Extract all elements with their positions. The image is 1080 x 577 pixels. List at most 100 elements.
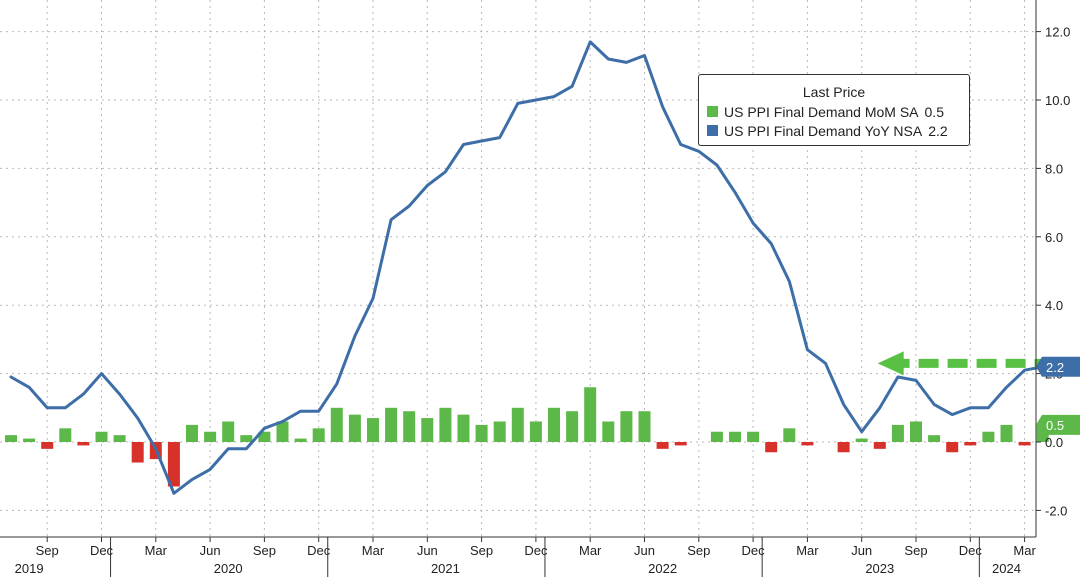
- bar-mom: [348, 414, 361, 442]
- bar-mom: [873, 442, 886, 449]
- x-year-label: 2022: [648, 561, 677, 576]
- x-tick-label: Sep: [904, 543, 927, 558]
- y-tick-label: 8.0: [1045, 161, 1063, 176]
- value-tag: [1036, 414, 1080, 435]
- bar-mom: [548, 407, 560, 442]
- bar-mom: [656, 442, 669, 449]
- bar-mom: [783, 428, 796, 442]
- y-tick-label: 6.0: [1045, 230, 1063, 245]
- chart-legend: Last Price US PPI Final Demand MoM SA 0.…: [698, 74, 970, 146]
- bar-mom: [674, 442, 687, 446]
- bar-mom: [747, 431, 760, 442]
- bar-mom: [403, 411, 416, 442]
- bar-mom: [131, 442, 144, 463]
- bar-mom: [729, 431, 741, 442]
- value-tag: [1036, 356, 1080, 377]
- x-tick-label: Dec: [959, 543, 983, 558]
- bar-mom: [204, 431, 217, 442]
- x-tick-label: Dec: [742, 543, 766, 558]
- bar-mom: [59, 428, 72, 442]
- legend-title: Last Price: [802, 84, 866, 100]
- bar-mom: [5, 435, 17, 442]
- legend-label-mom: US PPI Final Demand MoM SA: [724, 103, 919, 120]
- x-tick-label: Jun: [634, 543, 655, 558]
- x-year-label: 2021: [431, 561, 460, 576]
- x-tick-label: Jun: [417, 543, 438, 558]
- bar-mom: [41, 442, 54, 449]
- bar-mom: [964, 442, 977, 446]
- x-year-label: 2023: [865, 561, 894, 576]
- bar-mom: [385, 407, 398, 442]
- series-line-yoy: [9, 40, 1045, 495]
- bar-mom: [891, 424, 904, 442]
- bar-mom: [710, 431, 723, 442]
- x-year-label: 2020: [214, 561, 243, 576]
- y-tick-label: 4.0: [1045, 298, 1063, 313]
- x-tick-label: Sep: [687, 543, 710, 558]
- bar-mom: [23, 438, 36, 442]
- bar-mom: [367, 418, 379, 442]
- legend-swatch-mom: [707, 106, 718, 117]
- x-tick-label: Sep: [253, 543, 276, 558]
- bar-mom: [910, 421, 922, 442]
- bar-mom: [1000, 424, 1013, 442]
- bar-mom: [928, 435, 941, 442]
- bar-mom: [258, 431, 271, 442]
- bar-mom: [638, 411, 651, 442]
- x-tick-label: Mar: [1013, 543, 1036, 558]
- bar-mom: [421, 418, 434, 442]
- bar-mom: [511, 407, 524, 442]
- bar-mom: [475, 424, 488, 442]
- bar-mom: [113, 435, 126, 442]
- bar-mom: [312, 428, 325, 442]
- legend-swatch-yoy: [707, 125, 718, 136]
- y-tick-label: 12.0: [1045, 25, 1070, 40]
- bar-mom: [222, 421, 235, 442]
- y-tick-label: -2.0: [1045, 503, 1067, 518]
- x-tick-label: Mar: [145, 543, 168, 558]
- x-tick-label: Jun: [851, 543, 872, 558]
- bar-mom: [801, 442, 814, 446]
- x-year-label: 2019: [15, 561, 44, 576]
- y-tick-label: 0.0: [1045, 435, 1063, 450]
- legend-value-mom: 0.5: [924, 103, 944, 120]
- bar-mom: [240, 435, 253, 442]
- bar-mom: [457, 414, 470, 442]
- bar-mom: [529, 421, 542, 442]
- x-tick-label: Sep: [470, 543, 493, 558]
- legend-value-yoy: 2.2: [928, 122, 948, 139]
- bar-mom: [439, 407, 452, 442]
- bar-mom: [855, 438, 868, 442]
- x-tick-label: Dec: [307, 543, 331, 558]
- bar-mom: [77, 442, 90, 446]
- x-tick-label: Sep: [36, 543, 59, 558]
- y-tick-label: 10.0: [1045, 93, 1070, 108]
- bar-mom: [294, 438, 307, 442]
- bar-mom: [566, 411, 579, 442]
- legend-label-yoy: US PPI Final Demand YoY NSA: [724, 122, 923, 139]
- x-tick-label: Mar: [579, 543, 602, 558]
- x-tick-label: Mar: [362, 543, 385, 558]
- annotation-arrow-head: [877, 351, 904, 376]
- bar-mom: [837, 442, 850, 453]
- bar-mom: [493, 421, 506, 442]
- bar-mom: [620, 411, 633, 442]
- x-year-label: 2024: [992, 561, 1021, 576]
- bar-mom: [982, 431, 995, 442]
- legend-item-yoy: US PPI Final Demand YoY NSA 2.2: [699, 121, 969, 140]
- bar-mom: [765, 442, 778, 453]
- bar-mom: [584, 387, 597, 442]
- bar-mom: [95, 431, 108, 442]
- x-tick-label: Mar: [796, 543, 819, 558]
- bar-mom: [167, 442, 180, 487]
- x-tick-label: Jun: [200, 543, 221, 558]
- bar-mom: [186, 424, 198, 442]
- value-tag-label: 0.5: [1046, 418, 1064, 433]
- bar-mom: [1018, 442, 1031, 446]
- x-tick-label: Dec: [90, 543, 114, 558]
- x-tick-label: Dec: [524, 543, 548, 558]
- bar-mom: [276, 421, 289, 442]
- legend-item-mom: US PPI Final Demand MoM SA 0.5: [699, 102, 969, 121]
- bar-mom: [602, 421, 615, 442]
- bar-mom: [946, 442, 959, 453]
